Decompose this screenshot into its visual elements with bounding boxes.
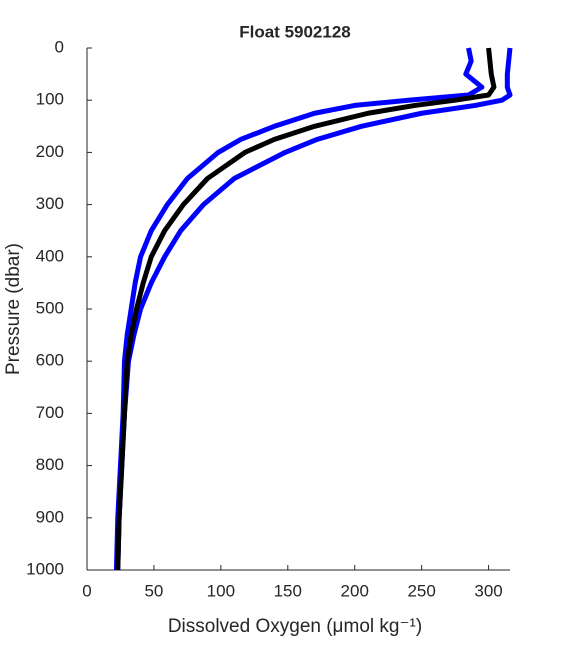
y-tick-label: 800: [36, 455, 64, 474]
y-tick-label: 400: [36, 246, 64, 265]
y-tick-label: 200: [36, 142, 64, 161]
x-axis-label: Dissolved Oxygen (μmol kg⁻¹): [168, 616, 422, 637]
x-tick-label: 100: [207, 581, 235, 600]
x-tick-label: 0: [82, 581, 91, 600]
profile-line: [113, 47, 485, 571]
y-tick-label: 500: [36, 298, 64, 317]
y-tick-label: 900: [36, 507, 64, 526]
y-tick-label: 0: [55, 37, 64, 56]
profile-line: [115, 47, 497, 571]
x-tick-label: 50: [144, 581, 163, 600]
y-tick-label: 100: [36, 90, 64, 109]
x-tick-label: 300: [474, 581, 502, 600]
x-tick-label: 150: [274, 581, 302, 600]
y-tick-label: 300: [36, 194, 64, 213]
y-tick-label: 600: [36, 351, 64, 370]
x-tick-label: 250: [407, 581, 435, 600]
y-axis-label: Pressure (dbar): [3, 243, 24, 375]
y-tick-label: 700: [36, 403, 64, 422]
y-tick-label: 1000: [26, 559, 64, 578]
chart-title: Float 5902128: [239, 22, 351, 41]
x-tick-label: 200: [341, 581, 369, 600]
